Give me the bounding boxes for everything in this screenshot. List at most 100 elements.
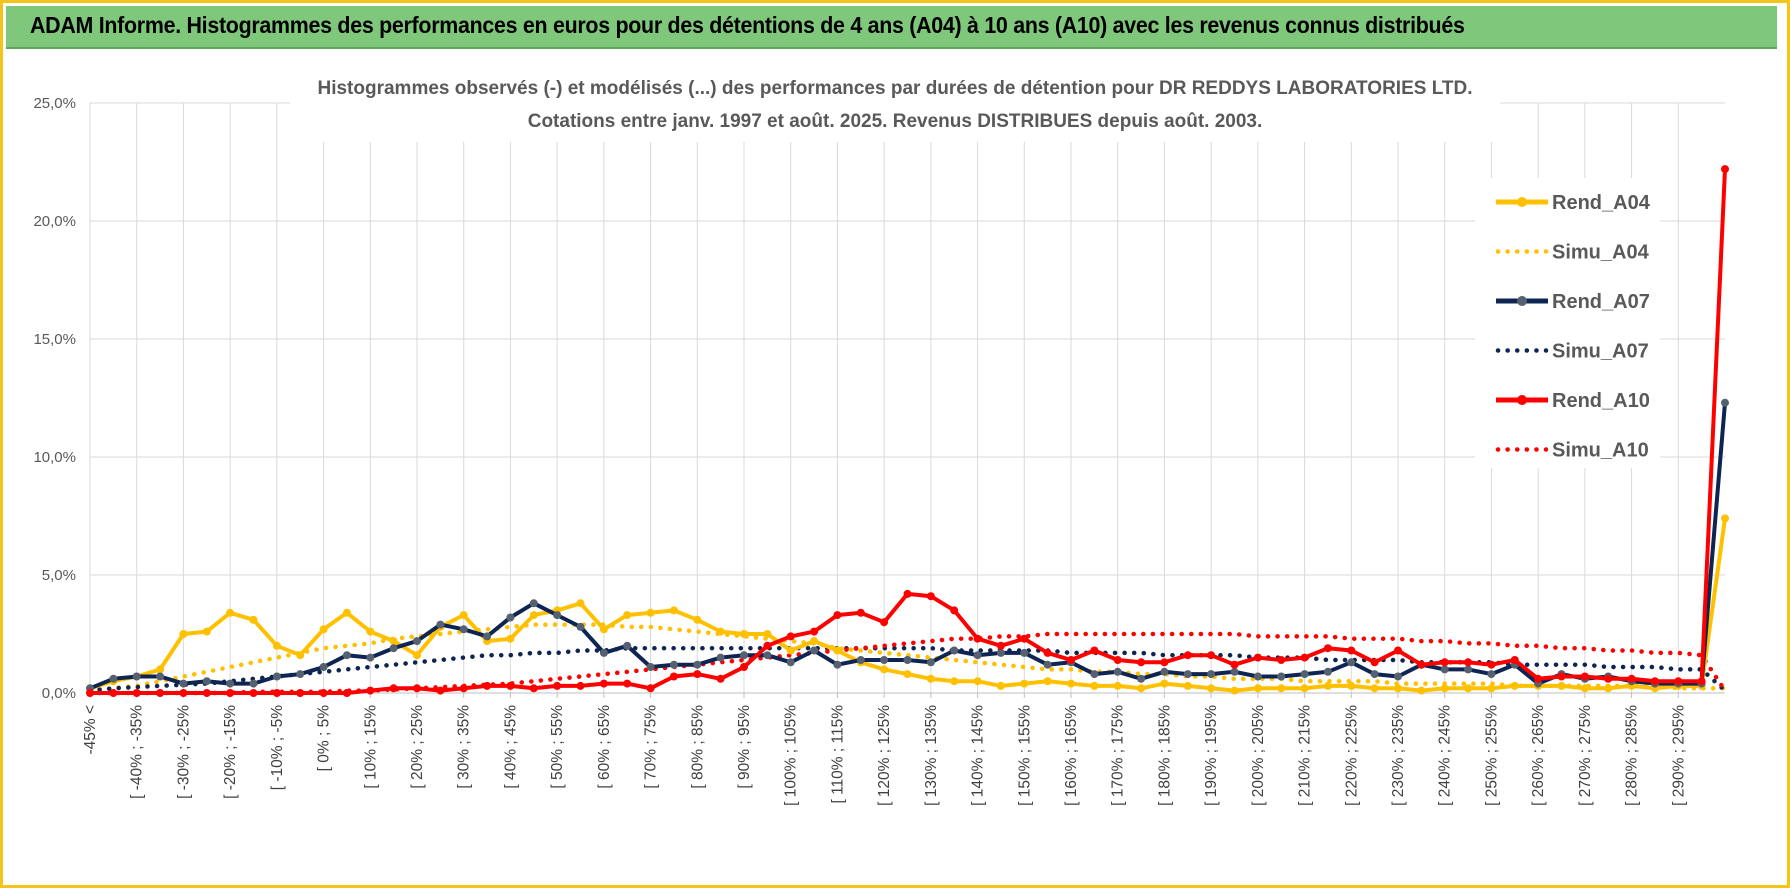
- data-point-rend-a10: [693, 670, 702, 679]
- data-point-rend-a04: [1394, 684, 1402, 693]
- data-point-rend-a07: [1394, 672, 1402, 681]
- data-point-rend-a04: [1183, 681, 1192, 690]
- data-point-rend-a04: [1277, 684, 1286, 693]
- y-tick-label: 5,0%: [42, 567, 76, 584]
- data-point-rend-a07: [996, 648, 1005, 657]
- x-tick-label: [ 260% ; 265%: [1530, 705, 1547, 806]
- data-point-rend-a10: [413, 684, 421, 693]
- data-point-rend-a07: [1207, 670, 1216, 679]
- data-point-rend-a07: [926, 658, 935, 667]
- chart-title-block: Histogrammes observés (-) et modélisés (…: [290, 68, 1500, 142]
- data-point-rend-a07: [903, 656, 912, 664]
- y-tick-label: 20,0%: [33, 213, 76, 230]
- data-point-rend-a07: [483, 632, 492, 641]
- data-point-rend-a04: [623, 611, 632, 620]
- data-point-rend-a04: [833, 646, 842, 655]
- data-point-rend-a10: [1207, 651, 1216, 660]
- x-tick-label: [ 240% ; 245%: [1437, 705, 1454, 806]
- data-point-rend-a10: [763, 641, 772, 650]
- data-point-rend-a10: [226, 689, 235, 697]
- data-point-rend-a10: [1043, 648, 1052, 657]
- data-point-rend-a07: [1253, 672, 1262, 681]
- data-point-rend-a10: [1253, 653, 1262, 662]
- x-tick-label: [ 70% ; 75%: [643, 705, 660, 789]
- data-point-rend-a10: [599, 679, 608, 688]
- data-point-rend-a10: [1370, 658, 1379, 667]
- data-point-rend-a10: [833, 611, 842, 620]
- data-point-rend-a04: [1160, 679, 1169, 688]
- data-point-rend-a07: [342, 651, 351, 660]
- data-point-rend-a10: [1464, 658, 1473, 667]
- data-point-rend-a10: [810, 627, 819, 636]
- data-point-rend-a07: [1230, 667, 1239, 676]
- data-point-rend-a07: [436, 620, 445, 629]
- data-point-rend-a10: [272, 689, 281, 697]
- data-point-rend-a07: [459, 625, 468, 634]
- data-point-rend-a04: [272, 641, 281, 650]
- x-tick-label: [ 140% ; 145%: [970, 705, 987, 806]
- data-point-rend-a07: [740, 651, 748, 660]
- data-point-rend-a07: [1137, 674, 1146, 683]
- data-point-rend-a04: [1113, 681, 1122, 690]
- data-point-rend-a04: [1090, 681, 1099, 690]
- data-point-rend-a10: [880, 618, 889, 627]
- data-point-rend-a10: [1347, 646, 1356, 655]
- data-point-rend-a07: [716, 653, 725, 662]
- data-point-rend-a04: [1230, 686, 1239, 695]
- data-point-rend-a10: [903, 589, 912, 598]
- data-point-rend-a07: [1160, 667, 1169, 676]
- data-point-rend-a07: [833, 660, 842, 669]
- data-point-rend-a10: [179, 689, 188, 697]
- x-tick-label: [ 250% ; 255%: [1483, 705, 1500, 806]
- x-tick-label: [ 50% ; 55%: [549, 705, 566, 789]
- data-point-rend-a10: [553, 681, 562, 690]
- data-point-rend-a07: [1487, 670, 1496, 679]
- data-point-rend-a10: [319, 689, 328, 697]
- x-tick-label: [ 120% ; 125%: [876, 705, 893, 806]
- data-point-rend-a10: [856, 608, 865, 617]
- data-point-rend-a04: [1323, 681, 1332, 690]
- data-point-rend-a10: [1230, 660, 1239, 669]
- data-point-rend-a04: [1043, 677, 1052, 686]
- legend-marker-rend-a07: [1517, 296, 1527, 306]
- data-point-rend-a10: [249, 689, 258, 697]
- data-point-rend-a10: [202, 689, 211, 697]
- data-point-rend-a10: [506, 681, 515, 690]
- x-tick-label: [ 280% ; 285%: [1624, 705, 1641, 806]
- data-point-rend-a10: [973, 634, 982, 643]
- report-title: ADAM Informe. Histogrammes des performan…: [30, 12, 1465, 38]
- data-point-rend-a07: [1370, 670, 1379, 679]
- data-point-rend-a07: [226, 679, 235, 688]
- x-tick-label: [ 290% ; 295%: [1670, 705, 1687, 806]
- data-point-rend-a04: [693, 615, 702, 624]
- data-point-rend-a04: [1137, 684, 1146, 693]
- data-point-rend-a10: [926, 592, 935, 601]
- data-point-rend-a04: [156, 665, 165, 674]
- x-tick-label: [ 270% ; 275%: [1577, 705, 1594, 806]
- legend-label-simu-a10: Simu_A10: [1552, 440, 1649, 462]
- data-point-rend-a04: [366, 627, 375, 636]
- data-point-rend-a07: [973, 651, 982, 660]
- data-point-rend-a04: [880, 665, 889, 674]
- data-point-rend-a04: [202, 627, 211, 636]
- data-point-rend-a04: [716, 627, 725, 636]
- data-point-rend-a10: [1674, 677, 1683, 686]
- data-point-rend-a07: [880, 656, 889, 664]
- chart-title-background: [290, 68, 1500, 142]
- data-point-rend-a07: [693, 660, 702, 669]
- legend-label-rend-a10: Rend_A10: [1552, 390, 1650, 412]
- data-point-rend-a04: [996, 681, 1005, 690]
- data-point-rend-a07: [249, 679, 258, 688]
- data-point-rend-a07: [763, 651, 772, 660]
- data-point-rend-a04: [1557, 681, 1566, 690]
- data-point-rend-a07: [132, 672, 141, 681]
- data-point-rend-a07: [646, 663, 655, 671]
- data-point-rend-a10: [1113, 656, 1122, 664]
- x-tick-label: [ 80% ; 85%: [689, 705, 706, 789]
- data-point-rend-a04: [226, 608, 235, 617]
- data-point-rend-a10: [1394, 646, 1402, 655]
- data-point-rend-a10: [1090, 646, 1099, 655]
- data-point-rend-a04: [599, 625, 608, 634]
- data-point-rend-a07: [272, 672, 281, 681]
- data-point-rend-a04: [342, 608, 351, 617]
